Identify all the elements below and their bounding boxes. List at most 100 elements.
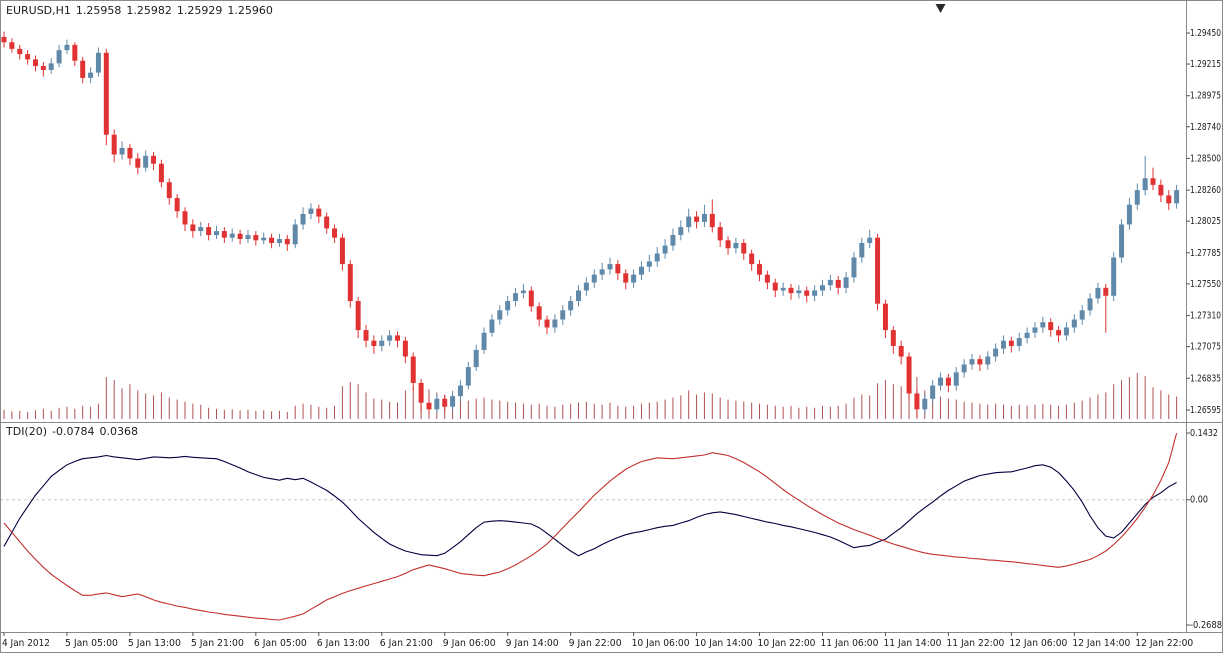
shift-marker-icon[interactable] [935, 4, 946, 13]
candle-body [88, 72, 94, 78]
low-value: 1.25929 [176, 4, 223, 17]
candle-body [269, 237, 275, 243]
candle-body [977, 359, 983, 365]
candle-body [1103, 287, 1109, 296]
time-tick-label: 12 Jan 14:00 [1072, 638, 1130, 649]
candle-body [158, 163, 164, 183]
candle-body [1016, 338, 1022, 346]
price-tick-label: 1.29450 [1190, 28, 1221, 39]
time-tick-label: 11 Jan 14:00 [883, 638, 941, 649]
candle-body [410, 356, 416, 383]
candle-body [371, 340, 377, 346]
candle-body [324, 216, 330, 229]
candle-body [780, 287, 786, 291]
time-tick-label: 5 Jan 21:00 [191, 638, 244, 649]
candle-body [206, 227, 212, 236]
candle-body [544, 319, 550, 328]
candle-body [339, 237, 345, 265]
volume-series [3, 373, 1178, 419]
candle-body [945, 377, 951, 386]
candle-body [1040, 322, 1046, 328]
candle-body [221, 231, 227, 238]
candle-body [25, 54, 31, 60]
time-tick-label: 11 Jan 22:00 [946, 638, 1004, 649]
candle-body [1048, 322, 1054, 331]
candle-body [583, 282, 589, 291]
time-tick-label: 12 Jan 22:00 [1135, 638, 1193, 649]
candle-body [379, 340, 385, 346]
candle-body [599, 269, 605, 275]
candle-body [1174, 190, 1180, 204]
candle-body [316, 208, 322, 217]
candlestick-series [1, 31, 1180, 418]
candle-body [1087, 298, 1093, 311]
price-tick-label: 1.28975 [1190, 91, 1221, 102]
candle-body [465, 367, 471, 386]
symbol-period-label: EURUSD,H1 [6, 4, 71, 17]
candle-body [568, 301, 574, 311]
indicator-name: TDI(20) [6, 425, 48, 438]
candle-body [961, 364, 967, 373]
candle-body [434, 398, 440, 410]
candle-body [450, 396, 456, 407]
time-tick-label: 11 Jan 06:00 [820, 638, 878, 649]
indicator-tick-label: 0.00 [1190, 495, 1208, 506]
candle-body [733, 242, 739, 249]
candle-body [953, 372, 959, 386]
candle-body [261, 237, 267, 241]
time-tick-label: 9 Jan 22:00 [569, 638, 622, 649]
candle-body [245, 235, 251, 239]
candle-body [80, 60, 86, 78]
candle-body [1024, 332, 1030, 339]
candle-body [213, 231, 219, 236]
candle-body [520, 290, 526, 294]
candle-body [764, 274, 770, 283]
candle-body [686, 216, 692, 228]
candle-body [701, 213, 707, 222]
candle-body [1134, 190, 1140, 205]
symbol-ohlc-label: EURUSD,H1 1.25958 1.25982 1.25929 1.25960 [6, 4, 278, 17]
candle-body [300, 213, 306, 225]
candle-body [772, 282, 778, 291]
candle-body [40, 66, 46, 70]
candle-body [1142, 178, 1148, 191]
candle-body [969, 359, 975, 365]
candle-body [111, 134, 117, 155]
high-value: 1.25982 [126, 4, 172, 17]
time-tick-label: 9 Jan 06:00 [443, 638, 496, 649]
time-tick-label: 6 Jan 13:00 [317, 638, 370, 649]
candle-body [32, 59, 38, 67]
candle-body [709, 213, 715, 228]
candle-body [1095, 287, 1101, 299]
candle-body [190, 224, 196, 232]
candle-body [1071, 319, 1077, 328]
candle-body [347, 264, 353, 302]
candle-body [654, 253, 660, 262]
candle-body [882, 303, 888, 331]
time-tick-label: 10 Jan 14:00 [695, 638, 753, 649]
candle-body [64, 44, 70, 51]
time-tick-label: 6 Jan 21:00 [380, 638, 433, 649]
candle-body [457, 385, 463, 397]
time-tick-label: 12 Jan 06:00 [1009, 638, 1067, 649]
candle-body [1079, 310, 1085, 320]
candle-body [9, 42, 15, 49]
candle-body [922, 398, 928, 410]
candle-body [859, 242, 865, 258]
candle-body [481, 332, 487, 350]
indicator-value-1: -0.0784 [52, 425, 95, 438]
candle-body [363, 330, 369, 341]
candle-body [930, 385, 936, 399]
candle-body [1032, 327, 1038, 333]
candle-body [308, 208, 314, 214]
candle-body [1, 36, 7, 43]
price-tick-label: 1.27785 [1190, 248, 1221, 259]
candle-body [796, 290, 802, 294]
candle-body [812, 290, 818, 296]
candle-body [1126, 204, 1132, 225]
candle-body [56, 50, 62, 64]
candle-body [528, 290, 534, 307]
